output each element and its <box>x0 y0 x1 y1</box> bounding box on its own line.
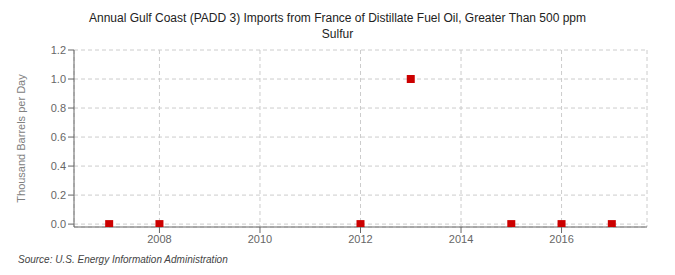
svg-text:2008: 2008 <box>147 233 171 245</box>
svg-text:0.4: 0.4 <box>51 160 66 172</box>
svg-text:0.2: 0.2 <box>51 189 66 201</box>
svg-text:2016: 2016 <box>549 233 573 245</box>
svg-text:2014: 2014 <box>449 233 473 245</box>
svg-text:0.6: 0.6 <box>51 131 66 143</box>
svg-text:1.2: 1.2 <box>51 44 66 56</box>
svg-text:Thousand Barrels per Day: Thousand Barrels per Day <box>15 74 27 203</box>
svg-text:2012: 2012 <box>348 233 372 245</box>
svg-text:1.0: 1.0 <box>51 73 66 85</box>
html-text:Sulfur: Sulfur <box>321 27 354 41</box>
svg-text:0.8: 0.8 <box>51 102 66 114</box>
html-text:Annual Gulf Coast (PADD 3) Imp: Annual Gulf Coast (PADD 3) Imports from … <box>89 11 586 25</box>
svg-text:2010: 2010 <box>248 233 272 245</box>
svg-text:0.0: 0.0 <box>51 218 66 230</box>
html-text:Source: U.S. Energy Informatio: Source: U.S. Energy Information Administ… <box>18 254 228 265</box>
